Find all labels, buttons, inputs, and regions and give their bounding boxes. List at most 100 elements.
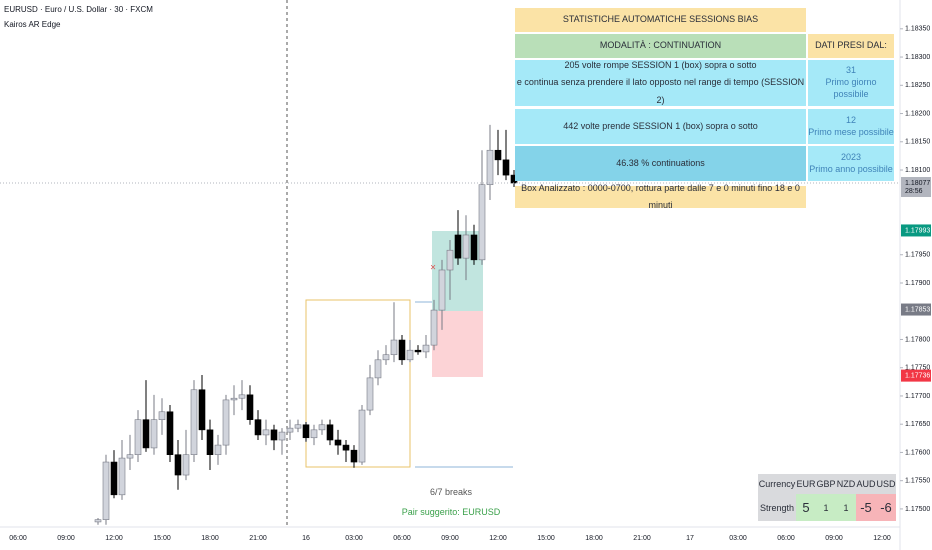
candle-body	[430, 309, 438, 346]
strength-header: Currency	[758, 474, 796, 494]
strength-header: USD	[876, 474, 896, 494]
y-tick-label: 1.18200	[905, 110, 930, 117]
stats-text: e continua senza prendere il lato oppost…	[516, 77, 805, 105]
candle-body	[190, 389, 198, 455]
candle-body	[286, 427, 294, 433]
candle-body	[310, 429, 318, 439]
entry-marker: ×	[430, 263, 436, 274]
stats-footer: Box Analizzato : 0000-0700, rottura part…	[515, 183, 806, 210]
candle-body	[382, 354, 390, 361]
stats-mode-text: MODALITÀ : CONTINUATION	[599, 40, 722, 51]
x-tick-label: 15:00	[537, 535, 555, 542]
candle-body	[182, 454, 190, 476]
candle-body	[230, 397, 238, 401]
y-tick-label: 1.17800	[905, 336, 930, 343]
candle-body	[94, 519, 102, 523]
candle-body	[278, 431, 286, 441]
stats-side-text: Primo anno possibile	[809, 163, 893, 174]
stats-side-value: 12	[845, 114, 856, 125]
y-tick-label: 1.18100	[905, 167, 930, 174]
candle-body	[438, 269, 446, 311]
stats-title: STATISTICHE AUTOMATICHE SESSIONS BIAS	[515, 8, 806, 32]
stats-text: 205 volte rompe SESSION 1 (box) sopra o …	[564, 60, 757, 71]
candle-body	[422, 344, 430, 353]
stats-mode: MODALITÀ : CONTINUATION	[515, 34, 806, 58]
annotation: 6/7 breaks	[429, 487, 473, 497]
stats-side: 12 Primo mese possibile	[808, 109, 894, 144]
x-tick-label: 18:00	[201, 535, 219, 542]
candle-body	[358, 409, 366, 463]
strength-value: 1	[816, 494, 836, 521]
y-tick-label: 1.17500	[905, 506, 930, 513]
candle-body	[390, 339, 398, 356]
candle-body	[398, 339, 406, 361]
candle-body	[270, 429, 278, 441]
y-tick-label: 1.18350	[905, 26, 930, 33]
strength-header: GBP	[816, 474, 836, 494]
candle-body	[374, 359, 382, 379]
candle-body	[294, 424, 302, 429]
candle-body	[222, 399, 230, 446]
candle-body	[326, 424, 334, 441]
x-tick-label: 06:00	[777, 535, 795, 542]
x-tick-label: 12:00	[489, 535, 507, 542]
strength-header: AUD	[856, 474, 876, 494]
candle-body	[406, 349, 414, 361]
plot: 1.17500 1.17550 1.17600 1.17650 1.17700 1.177…	[0, 26, 931, 542]
strength-value: -5	[856, 494, 876, 521]
stats-footer-text: Box Analizzato : 0000-0700, rottura part…	[521, 182, 800, 210]
x-tick-label: 09:00	[825, 535, 843, 542]
y-tick-label: 1.18300	[905, 54, 930, 61]
x-tick-label: 17	[686, 535, 694, 542]
y-tick-label: 1.17900	[905, 280, 930, 287]
candle-body	[454, 234, 462, 259]
stats-side: 2023 Primo anno possibile	[808, 146, 894, 181]
y-tick-label: 1.17950	[905, 252, 930, 259]
candle-body	[198, 389, 206, 431]
stats-side: 31 Primo giorno possibile	[808, 60, 894, 106]
y-tick-label: 1.18150	[905, 139, 930, 146]
price-tag	[901, 369, 931, 382]
strength-label: Strength	[758, 494, 796, 521]
candle-body	[502, 159, 510, 176]
candle-body	[334, 439, 342, 446]
price-tag-label: 1.17853	[905, 306, 930, 313]
price-tag-countdown: 28:56	[905, 188, 923, 195]
x-tick-label: 03:00	[345, 535, 363, 542]
chart-title: EURUSD · Euro / U.S. Dollar · 30 · FXCM	[4, 5, 153, 14]
stats-row: 46.38 % continuations	[515, 146, 806, 181]
strength-value: -6	[876, 494, 896, 521]
candle-body	[246, 394, 254, 420]
stats-text: 46.38 % continuations	[616, 157, 705, 168]
stats-side-text: Primo giorno possibile	[825, 77, 877, 99]
candle-body	[166, 411, 174, 455]
x-tick-label: 12:00	[105, 535, 123, 542]
stats-side-value: 2023	[840, 151, 862, 162]
x-tick-label: 21:00	[633, 535, 651, 542]
candle-body	[254, 419, 262, 436]
candle-body	[414, 349, 422, 353]
price-tag-label: 1.17736	[905, 372, 930, 379]
x-tick-label: 16	[302, 535, 310, 542]
candle-body	[462, 234, 470, 259]
y-tick-label: 1.17700	[905, 393, 930, 400]
candle-body	[118, 457, 126, 496]
candle-body	[238, 394, 246, 399]
strength-value: 1	[836, 494, 856, 521]
candle-body	[206, 429, 214, 455]
y-tick-label: 1.17650	[905, 421, 930, 428]
candle-body	[478, 184, 486, 261]
stats-row: 205 volte rompe SESSION 1 (box) sopra o …	[515, 60, 806, 106]
stats-side-header-text: DATI PRESI DAL:	[815, 40, 887, 51]
candle-body	[318, 424, 326, 431]
price-tag	[901, 224, 931, 237]
x-tick-label: 21:00	[249, 535, 267, 542]
candle-body	[446, 249, 454, 271]
indicator-name: Kairos AR Edge	[4, 20, 61, 29]
stats-row: 442 volte prende SESSION 1 (box) sopra o…	[515, 109, 806, 144]
strength-header: EUR	[796, 474, 816, 494]
price-tag	[901, 303, 931, 316]
stats-side-text: Primo mese possibile	[808, 126, 894, 137]
candle-body	[158, 411, 166, 420]
